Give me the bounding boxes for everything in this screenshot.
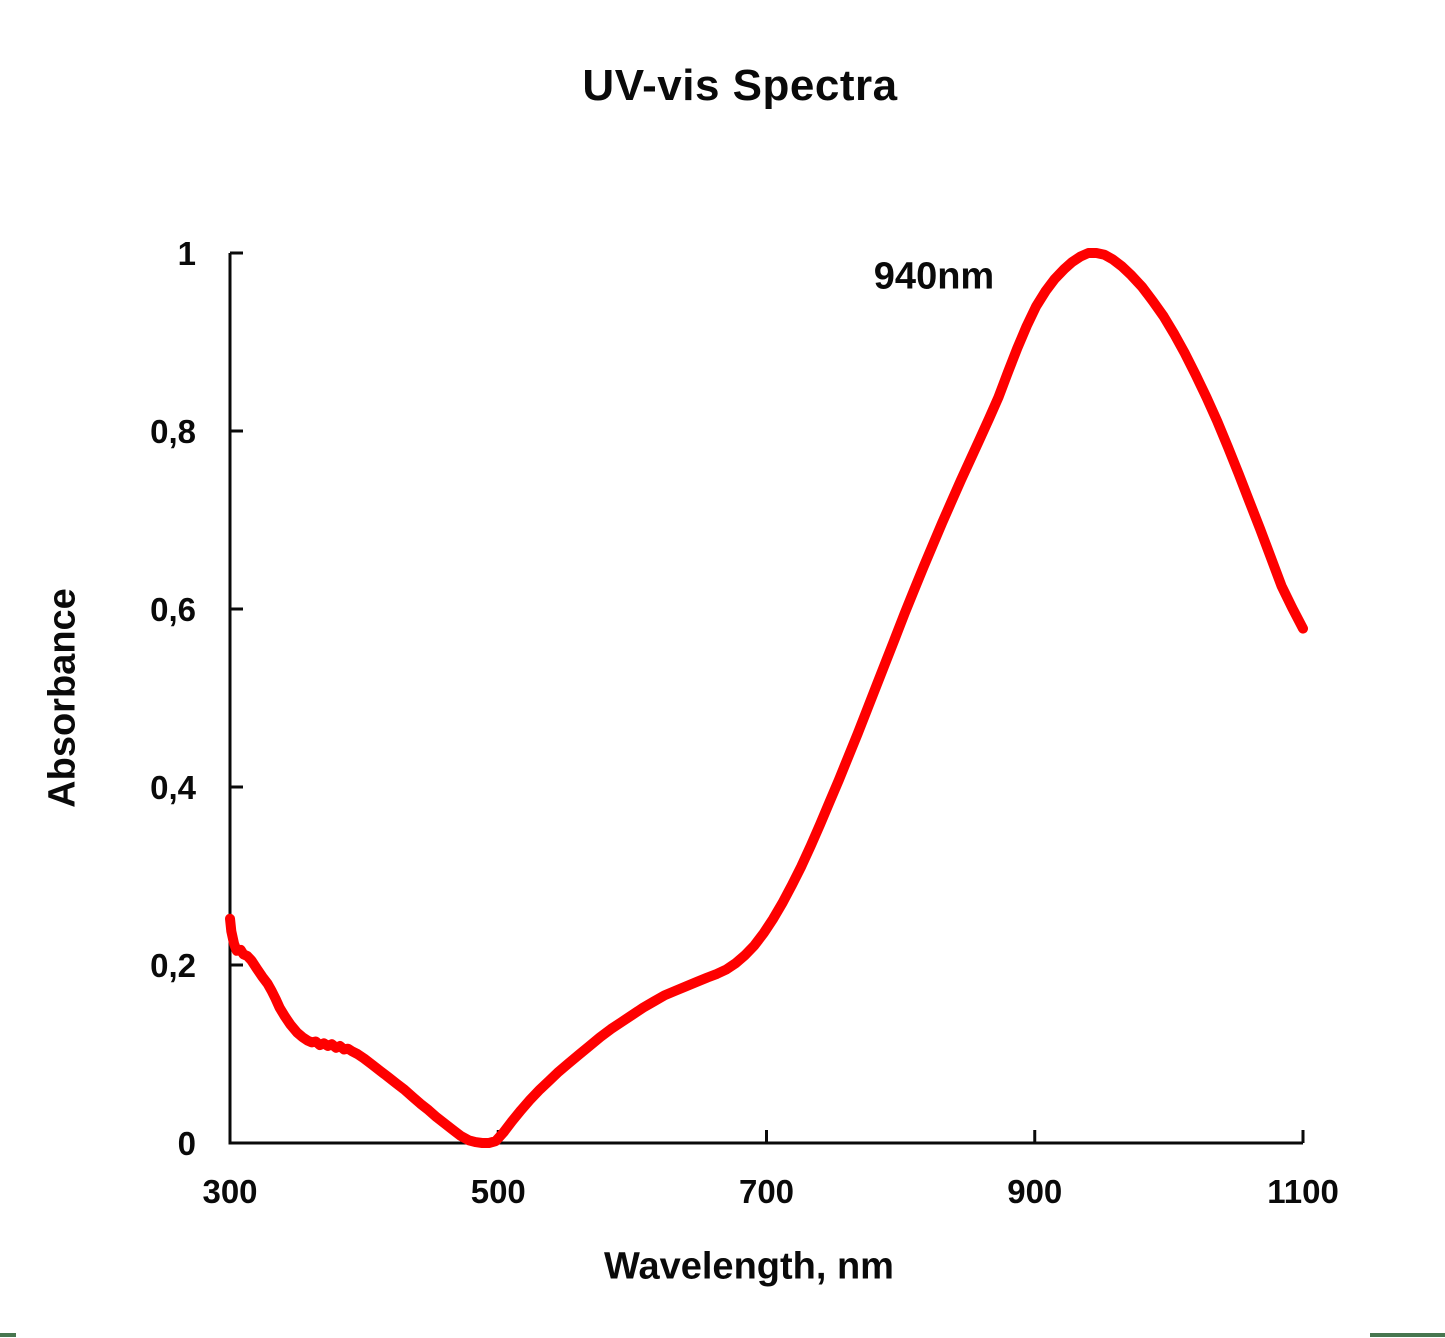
y-tick-label: 0,8	[150, 413, 196, 450]
page-border-mark-left	[0, 1333, 16, 1337]
spectrum-curve	[225, 248, 1308, 1148]
chart-title: UV-vis Spectra	[582, 61, 898, 110]
peak-annotation: 940nm	[873, 255, 995, 298]
x-tick-label: 500	[471, 1173, 526, 1210]
y-tick-label: 0,2	[150, 947, 196, 984]
y-tick-label: 0	[178, 1125, 196, 1162]
y-tick-label: 0,4	[150, 769, 197, 806]
y-tick-label: 1	[178, 235, 196, 272]
x-tick-label: 900	[1007, 1173, 1062, 1210]
x-tick-label: 300	[202, 1173, 257, 1210]
x-axis-title: Wavelength, nm	[604, 1245, 894, 1288]
axis-spine	[228, 253, 1303, 1145]
page-border-mark-right	[1370, 1333, 1445, 1337]
x-tick-label: 1100	[1267, 1173, 1339, 1210]
x-tick-label: 700	[739, 1173, 794, 1210]
y-tick-label: 0,6	[150, 591, 196, 628]
